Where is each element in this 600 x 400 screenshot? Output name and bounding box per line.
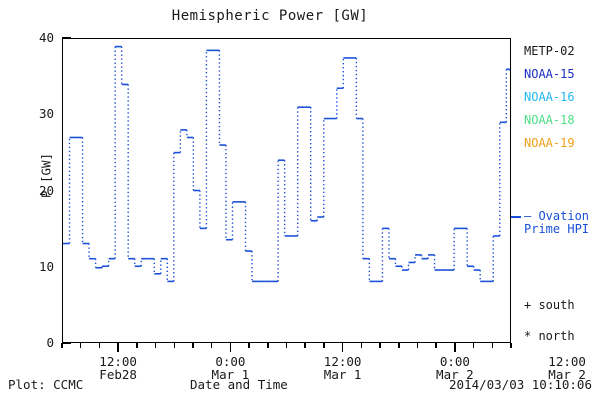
x-tick-minor [61,343,63,348]
x-tick-major [454,343,456,352]
legend-ovation-line-sample [511,216,521,218]
x-tick-label: 0:00 Mar 1 [185,355,275,381]
x-tick-date: Mar 2 [548,367,586,382]
x-tick-time: 12:00 [323,354,362,369]
footer-plot-source: Plot: CCMC [8,377,84,392]
x-tick-minor [416,343,419,348]
y-tick-major [62,342,71,344]
footer-timestamp: 2014/03/03 10:10:06 [449,377,592,392]
x-tick-time: 12:00 [548,354,586,369]
x-tick-date: Mar 1 [323,367,362,382]
x-tick-label: 0:00 Mar 2 [410,355,500,381]
x-axis-label: Date and Time [190,377,288,392]
legend-item-noaa-16: NOAA-16 [524,90,575,104]
x-tick-minor [510,343,512,348]
x-tick-minor [360,343,363,348]
legend-item-noaa-15: NOAA-15 [524,67,575,81]
legend-item-metp-02: METP-02 [524,44,575,58]
x-tick-major [229,343,232,352]
x-tick-minor [136,343,138,348]
y-tick-label: 30 [38,106,54,122]
x-tick-minor [304,343,306,348]
y-axis-label: P [GW] [38,152,54,199]
legend-ovation-line1: — Ovation [524,209,590,223]
x-tick-minor [398,343,400,348]
x-tick-minor [379,343,381,348]
legend-item-noaa-18: NOAA-18 [524,113,575,127]
x-tick-minor [79,343,82,348]
x-tick-minor [98,343,101,348]
x-tick-minor [323,343,325,348]
x-tick-major [117,343,119,352]
legend-south: + south [524,298,575,312]
x-tick-time: 0:00 [215,354,246,369]
x-tick-minor [192,343,194,348]
series-ovation-prime-hpi [63,45,510,283]
page-title: Hemispheric Power [GW] [171,8,369,24]
legend-ovation-label: — Ovation Prime HPI [524,210,589,236]
x-tick-minor [285,343,288,348]
x-tick-minor [267,343,269,348]
y-tick-label: 0 [46,335,54,350]
x-tick-minor [154,343,157,348]
y-tick-label: 10 [38,258,54,274]
x-tick-minor [210,343,213,348]
x-tick-minor [173,343,175,348]
x-tick-date: Feb28 [99,367,137,382]
x-tick-time: 0:00 [439,354,470,369]
legend-item-noaa-19: NOAA-19 [524,136,575,150]
y-tick-label: 20 [38,182,54,198]
y-tick-label: 40 [38,30,54,45]
x-tick-minor [435,343,437,348]
legend-ovation-line2: Prime HPI [524,222,590,236]
x-tick-minor [248,343,250,348]
x-tick-date: Mar 1 [211,367,250,382]
x-tick-label: 12:00 Mar 2 [522,355,600,381]
x-tick-label: 12:00 Feb28 [73,355,163,381]
x-tick-major [341,343,344,352]
x-tick-minor [491,343,494,348]
plot-area [62,38,511,343]
x-tick-time: 12:00 [99,354,137,369]
legend-north: * north [524,329,575,343]
x-tick-date: Mar 2 [436,367,474,382]
x-tick-label: 12:00 Mar 1 [298,355,388,381]
x-tick-minor [472,343,475,348]
